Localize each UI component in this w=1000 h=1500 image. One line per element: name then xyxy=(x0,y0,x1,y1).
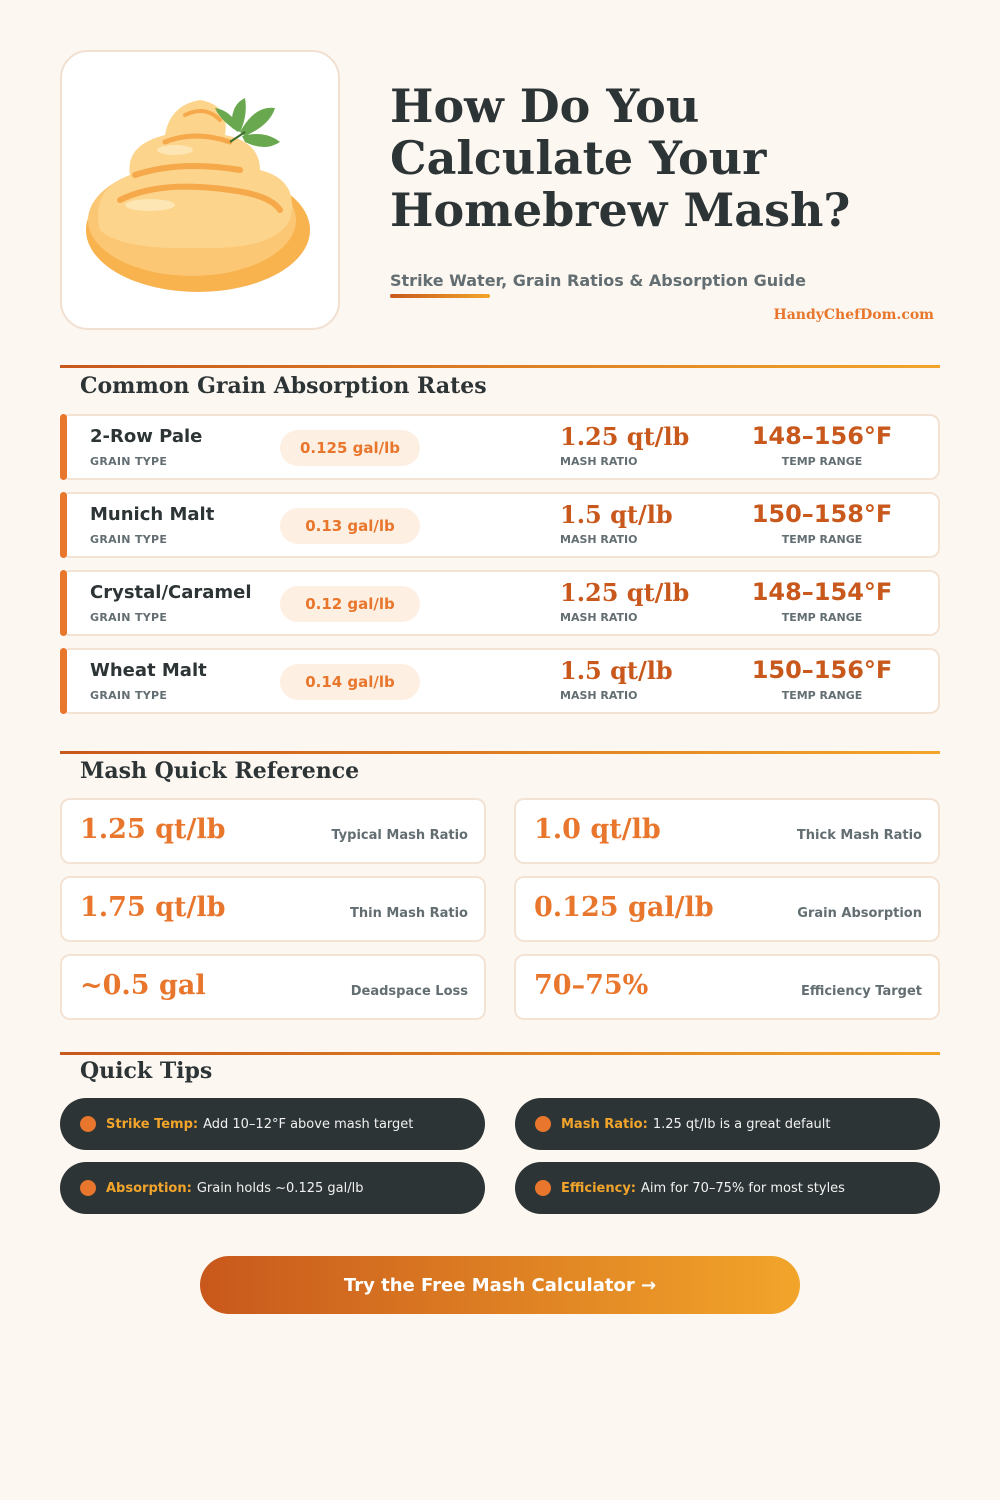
grain-type-label: GRAIN TYPE xyxy=(90,455,168,468)
reference-card: ~0.5 gal Deadspace Loss xyxy=(60,954,486,1020)
temp-range-value: 150–156°F xyxy=(751,656,893,684)
grain-row: Munich Malt GRAIN TYPE 0.13 gal/lb 1.5 q… xyxy=(60,492,940,558)
section-divider xyxy=(60,365,940,368)
mash-calculator-cta-button[interactable]: Try the Free Mash Calculator → xyxy=(200,1256,800,1314)
absorption-badge: 0.12 gal/lb xyxy=(280,586,420,622)
tips-section-title: Quick Tips xyxy=(80,1058,213,1084)
bullet-dot-icon xyxy=(535,1180,551,1196)
bullet-dot-icon xyxy=(80,1116,96,1132)
temp-range-value: 150–158°F xyxy=(751,500,893,528)
tip-item: Absorption: Grain holds ~0.125 gal/lb xyxy=(60,1162,485,1214)
grain-name: 2-Row Pale xyxy=(90,426,203,447)
title-line-1: How Do You xyxy=(390,79,700,133)
grain-row: Crystal/Caramel GRAIN TYPE 0.12 gal/lb 1… xyxy=(60,570,940,636)
grain-name: Munich Malt xyxy=(90,504,215,525)
tip-key: Strike Temp: xyxy=(106,1116,199,1132)
grain-row: 2-Row Pale GRAIN TYPE 0.125 gal/lb 1.25 … xyxy=(60,414,940,480)
tip-text: Aim for 70–75% for most styles xyxy=(641,1180,845,1196)
temp-range-label: TEMP RANGE xyxy=(781,533,863,546)
reference-value: ~0.5 gal xyxy=(80,970,206,1001)
reference-label: Deadspace Loss xyxy=(350,984,468,999)
mash-ratio-label: MASH RATIO xyxy=(560,689,638,702)
temp-range-label: TEMP RANGE xyxy=(781,689,863,702)
page-title: How Do You Calculate Your Homebrew Mash? xyxy=(390,80,950,236)
reference-label: Thin Mash Ratio xyxy=(350,906,468,921)
subtitle: Strike Water, Grain Ratios & Absorption … xyxy=(390,271,806,290)
reference-card: 1.25 qt/lb Typical Mash Ratio xyxy=(60,798,486,864)
tip-text: Add 10–12°F above mash target xyxy=(203,1116,414,1132)
reference-value: 1.75 qt/lb xyxy=(80,892,226,923)
section-divider xyxy=(60,751,940,754)
tip-item: Strike Temp: Add 10–12°F above mash targ… xyxy=(60,1098,485,1150)
absorption-badge: 0.13 gal/lb xyxy=(280,508,420,544)
mashed-potato-icon xyxy=(86,98,310,292)
row-accent-bar xyxy=(60,570,67,636)
row-accent-bar xyxy=(60,414,67,480)
tip-item: Efficiency: Aim for 70–75% for most styl… xyxy=(515,1162,940,1214)
absorption-badge: 0.14 gal/lb xyxy=(280,664,420,700)
reference-value: 70–75% xyxy=(534,970,649,1001)
tip-key: Efficiency: xyxy=(561,1180,636,1196)
hero-image-card xyxy=(60,50,340,330)
reference-section-title: Mash Quick Reference xyxy=(80,758,360,784)
grain-row: Wheat Malt GRAIN TYPE 0.14 gal/lb 1.5 qt… xyxy=(60,648,940,714)
absorption-badge: 0.125 gal/lb xyxy=(280,430,420,466)
mash-ratio-value: 1.25 qt/lb xyxy=(560,422,690,451)
reference-label: Grain Absorption xyxy=(797,906,922,921)
reference-card: 1.75 qt/lb Thin Mash Ratio xyxy=(60,876,486,942)
title-line-2: Calculate Your xyxy=(390,131,767,185)
reference-card: 70–75% Efficiency Target xyxy=(514,954,940,1020)
title-line-3: Homebrew Mash? xyxy=(390,183,851,237)
reference-label: Typical Mash Ratio xyxy=(331,828,468,843)
mash-ratio-label: MASH RATIO xyxy=(560,455,638,468)
temp-range-value: 148–154°F xyxy=(751,578,893,606)
reference-value: 1.25 qt/lb xyxy=(80,814,226,845)
grain-type-label: GRAIN TYPE xyxy=(90,611,168,624)
tip-text: 1.25 qt/lb is a great default xyxy=(652,1116,831,1132)
tip-key: Absorption: xyxy=(106,1180,192,1196)
grain-type-label: GRAIN TYPE xyxy=(90,533,168,546)
mash-ratio-value: 1.5 qt/lb xyxy=(560,500,673,529)
mash-ratio-value: 1.5 qt/lb xyxy=(560,656,673,685)
tip-text: Grain holds ~0.125 gal/lb xyxy=(196,1180,364,1196)
grain-type-label: GRAIN TYPE xyxy=(90,689,168,702)
mash-ratio-label: MASH RATIO xyxy=(560,611,638,624)
reference-card: 1.0 qt/lb Thick Mash Ratio xyxy=(514,798,940,864)
temp-range-label: TEMP RANGE xyxy=(781,455,863,468)
reference-card: 0.125 gal/lb Grain Absorption xyxy=(514,876,940,942)
row-accent-bar xyxy=(60,648,67,714)
bullet-dot-icon xyxy=(535,1116,551,1132)
grain-name: Wheat Malt xyxy=(90,660,207,681)
absorption-section-title: Common Grain Absorption Rates xyxy=(80,373,487,399)
subtitle-underline xyxy=(390,294,490,298)
row-accent-bar xyxy=(60,492,67,558)
tip-key: Mash Ratio: xyxy=(561,1116,648,1132)
bullet-dot-icon xyxy=(80,1180,96,1196)
mash-ratio-value: 1.25 qt/lb xyxy=(560,578,690,607)
reference-value: 1.0 qt/lb xyxy=(534,814,661,845)
mash-ratio-label: MASH RATIO xyxy=(560,533,638,546)
brand-link[interactable]: HandyChefDom.com xyxy=(773,307,935,323)
tip-item: Mash Ratio: 1.25 qt/lb is a great defaul… xyxy=(515,1098,940,1150)
grain-name: Crystal/Caramel xyxy=(90,582,252,603)
reference-value: 0.125 gal/lb xyxy=(534,892,714,923)
temp-range-label: TEMP RANGE xyxy=(781,611,863,624)
reference-label: Thick Mash Ratio xyxy=(796,828,922,843)
temp-range-value: 148–156°F xyxy=(751,422,893,450)
reference-label: Efficiency Target xyxy=(800,984,922,999)
section-divider xyxy=(60,1052,940,1055)
